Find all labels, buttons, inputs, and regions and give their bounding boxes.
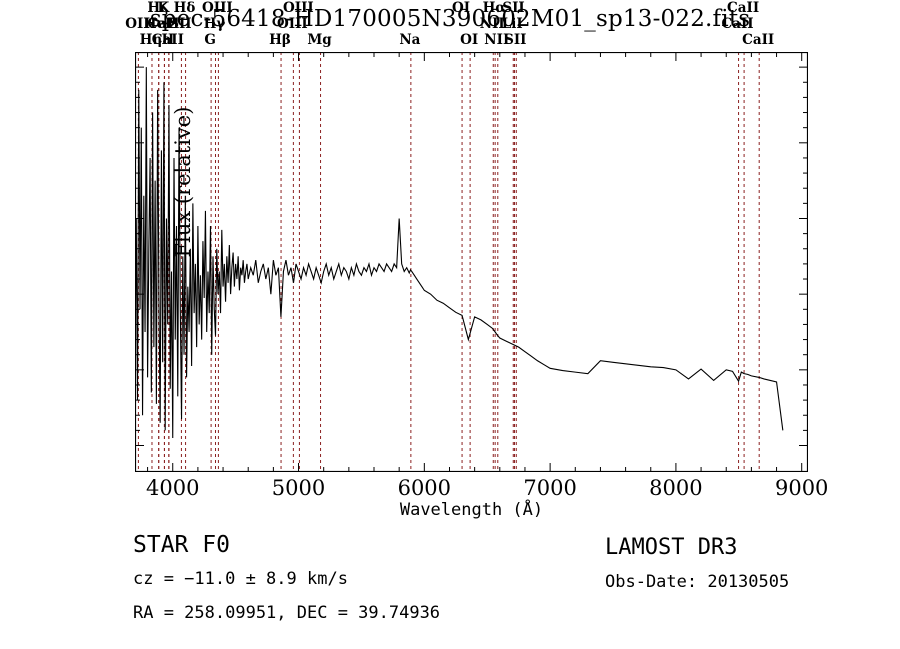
spectral-line-label: Mg <box>307 32 332 48</box>
spectral-line-label: NII <box>479 16 505 32</box>
x-tick-label: 4000 <box>146 476 200 500</box>
spectral-line-label: CaII <box>147 16 180 32</box>
spectral-line-label: Hβ <box>269 32 291 48</box>
spectral-line-label: Hγ <box>203 16 226 32</box>
spectral-line-label: Hη <box>139 32 163 48</box>
spectral-line-label: CaII <box>151 32 184 48</box>
spectral-line-label: SII <box>502 0 525 16</box>
spectral-line-label: OI <box>452 0 471 16</box>
redshift-value: cz = −11.0 ± 8.9 km/s <box>133 569 348 589</box>
spectral-line-label: NII <box>484 32 510 48</box>
spectral-line-label: CaII <box>721 16 754 32</box>
spectral-line-label: LiI <box>501 16 523 32</box>
spectral-line-label: OIII <box>277 16 308 32</box>
x-tick-label: 9000 <box>774 476 829 500</box>
survey-name: LAMOST DR3 <box>605 535 738 560</box>
spectrum-plot <box>135 52 808 472</box>
spectral-line-label: G <box>204 32 216 48</box>
spectral-line-label: Hζ <box>147 0 169 16</box>
spectral-line-label: CaII <box>742 32 775 48</box>
spectral-line-label: OIII <box>202 0 233 16</box>
spectral-line-label: HeI <box>143 16 172 32</box>
spectral-line-label: K <box>157 0 170 16</box>
plot-area: Flux (relative) Wavelength (Å) 010020030… <box>125 0 828 520</box>
y-axis-label: Flux (relative) <box>171 106 195 258</box>
coordinates: RA = 258.09951, DEC = 39.74936 <box>133 603 441 623</box>
spectral-line-label: SII <box>169 16 192 32</box>
object-type: STAR F0 <box>133 532 230 558</box>
x-tick-label: 6000 <box>397 476 452 500</box>
spectral-line-label: Hα <box>482 0 506 16</box>
spectral-line-label: Na <box>399 32 421 48</box>
spectral-line-label: OII <box>125 16 150 32</box>
spectral-line-label: OI <box>460 32 479 48</box>
observation-date: Obs-Date: 20130505 <box>605 572 790 592</box>
spectral-line-label: H <box>161 32 175 48</box>
page-title: spec-56418-HD170005N390602M01_sp13-022.f… <box>149 6 751 32</box>
spectral-line-label: CaII <box>727 0 760 16</box>
x-axis-label: Wavelength (Å) <box>399 500 544 520</box>
spectral-line-label: SII <box>504 32 527 48</box>
x-tick-label: 7000 <box>523 476 577 500</box>
x-tick-label: 5000 <box>271 476 326 500</box>
spectral-line-label: Hδ <box>173 0 196 16</box>
x-tick-label: 8000 <box>649 476 703 500</box>
spectral-line-label: OIII <box>283 0 314 16</box>
